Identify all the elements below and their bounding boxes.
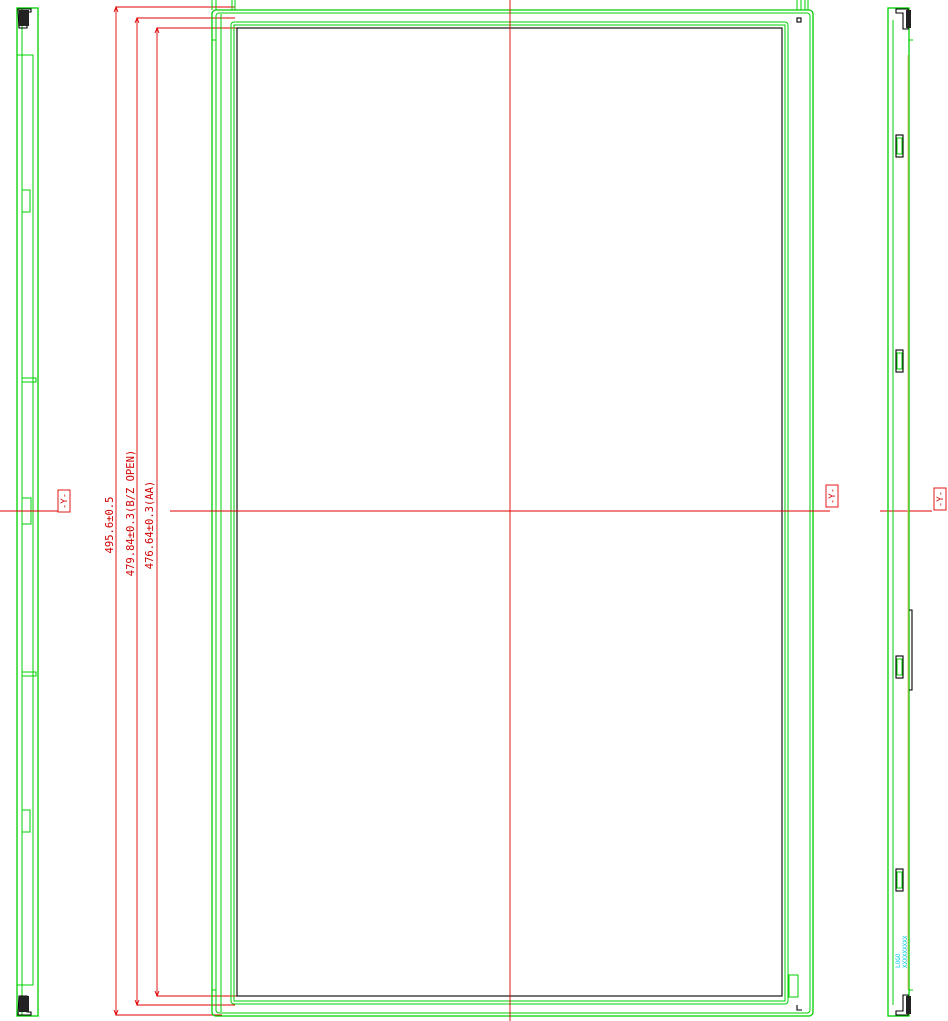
side-label-line1: LOGO: [895, 953, 902, 968]
center-datum-label: -Y-: [825, 484, 839, 508]
active-area-height-dimension: 476.64±0.3(AA): [144, 481, 156, 570]
right-datum-text: -Y-: [936, 491, 946, 507]
right-side-view: [887, 7, 913, 1017]
dimension-lines: [113, 5, 237, 1017]
side-label-line2: XXXXXXXXX: [902, 935, 909, 968]
left-datum-text: -Y-: [60, 493, 70, 509]
left-side-view: [16, 7, 39, 1017]
active-area: [236, 27, 783, 997]
opening-height-dimension: 479.84±0.3(B/Z OPEN): [125, 450, 137, 576]
left-datum-label: -Y-: [57, 489, 71, 513]
overall-height-dimension: 495.6±0.5: [104, 497, 116, 554]
right-datum-label: -Y-: [933, 487, 947, 511]
center-datum-text: -Y-: [828, 488, 838, 504]
